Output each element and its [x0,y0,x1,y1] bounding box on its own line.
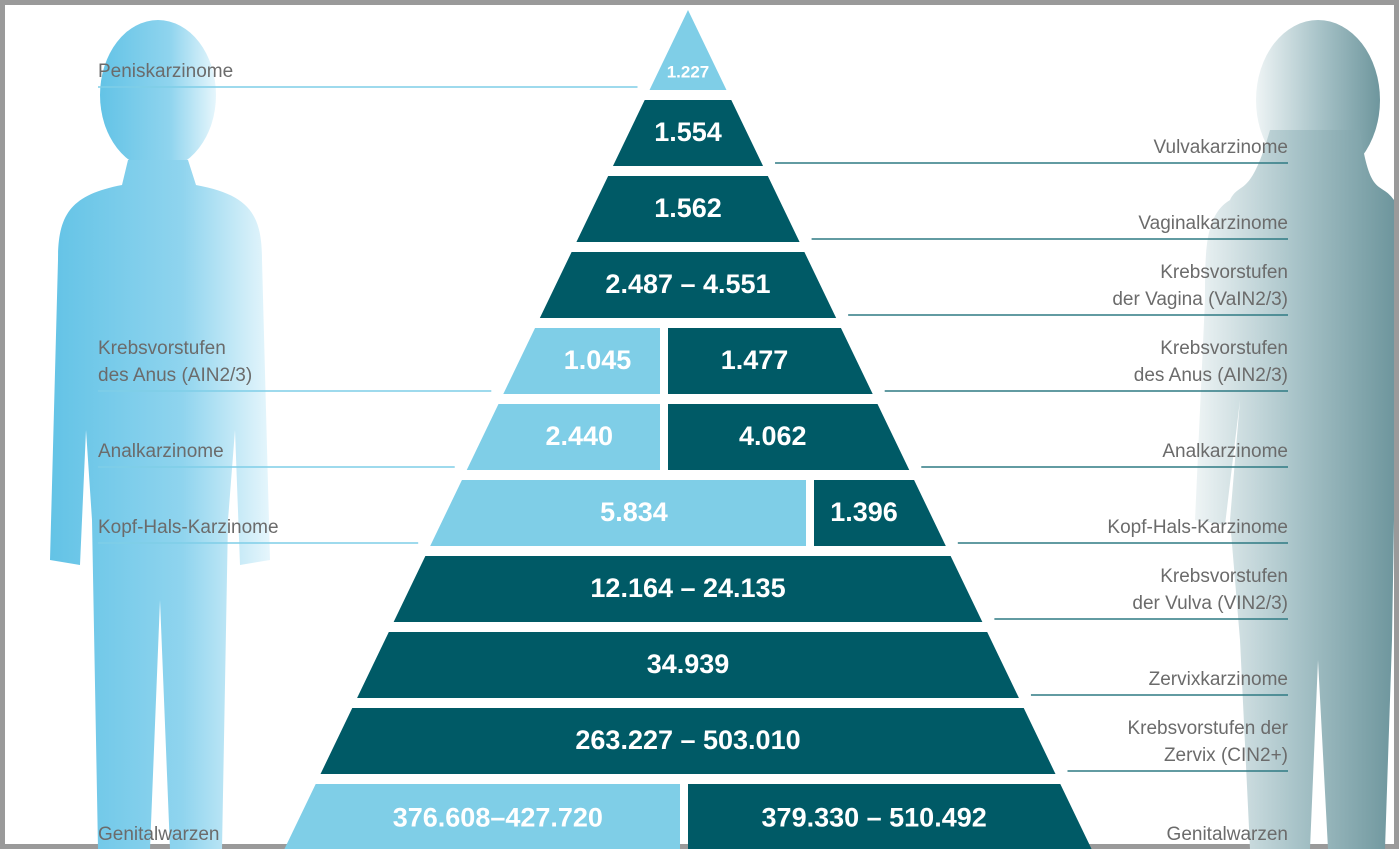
pyramid-segment [503,328,660,394]
segment-value: 1.045 [564,345,632,375]
right-label: Zervix (CIN2+) [1164,745,1288,766]
segment-value: 1.396 [830,497,898,527]
left-label: Analkarzinome [98,441,224,462]
right-label: der Vagina (VaIN2/3) [1112,289,1288,310]
segment-value: 376.608–427.720 [393,803,603,833]
right-label: Genitalwarzen [1167,824,1288,845]
pyramid-segment [393,556,983,622]
segment-value: 263.227 – 503.010 [575,725,800,755]
pyramid-segment [284,784,680,849]
left-label: Krebsvorstufen [98,338,226,359]
right-label: Zervixkarzinome [1149,669,1288,690]
right-label: Krebsvorstufen [1160,338,1288,359]
pyramid-segment [357,632,1019,698]
pyramid-segment [576,176,800,242]
segment-value: 1.562 [654,193,722,223]
right-label: des Anus (AIN2/3) [1134,365,1288,386]
segment-value: 1.227 [667,63,710,82]
male-silhouette [50,20,270,849]
left-label: des Anus (AIN2/3) [98,365,252,386]
segment-value: 4.062 [739,421,807,451]
female-silhouette [1195,20,1394,849]
segment-value: 2.440 [545,421,613,451]
right-label: Analkarzinome [1162,441,1288,462]
pyramid-segment [668,328,873,394]
pyramid: 1.227 1.554 1.562 2.487 – 4.551 1.045 1.477 2.… [284,10,1092,849]
right-label: Krebsvorstufen [1160,566,1288,587]
pyramid-segment [688,784,1092,849]
labels: Peniskarzinome Vulvakarzinome Vaginalkarzi… [98,61,1289,845]
right-label: Krebsvorstufen der [1127,718,1288,739]
right-label: Kopf-Hals-Karzinome [1107,517,1288,538]
right-label: Vaginalkarzinome [1138,213,1288,234]
pyramid-segment [649,10,727,90]
segment-value: 1.477 [721,345,789,375]
left-label: Kopf-Hals-Karzinome [98,517,279,538]
pyramid-segment [612,100,764,166]
pyramid-segment [466,404,660,470]
segment-value: 1.554 [654,117,722,147]
segment-value: 2.487 – 4.551 [605,269,770,299]
right-label: Vulvakarzinome [1154,137,1288,158]
segment-value: 34.939 [647,649,730,679]
segment-value: 12.164 – 24.135 [590,573,785,603]
pyramid-segment [814,480,946,546]
pyramid-segment [539,252,837,318]
pyramid-segment [320,708,1056,774]
pyramid-segment [668,404,910,470]
segment-value: 5.834 [600,497,668,527]
left-label: Genitalwarzen [98,824,219,845]
pyramid-segment [430,480,806,546]
left-label: Peniskarzinome [98,61,233,82]
right-label: Krebsvorstufen [1160,262,1288,283]
right-label: der Vulva (VIN2/3) [1132,593,1288,614]
segment-value: 379.330 – 510.492 [762,803,987,833]
